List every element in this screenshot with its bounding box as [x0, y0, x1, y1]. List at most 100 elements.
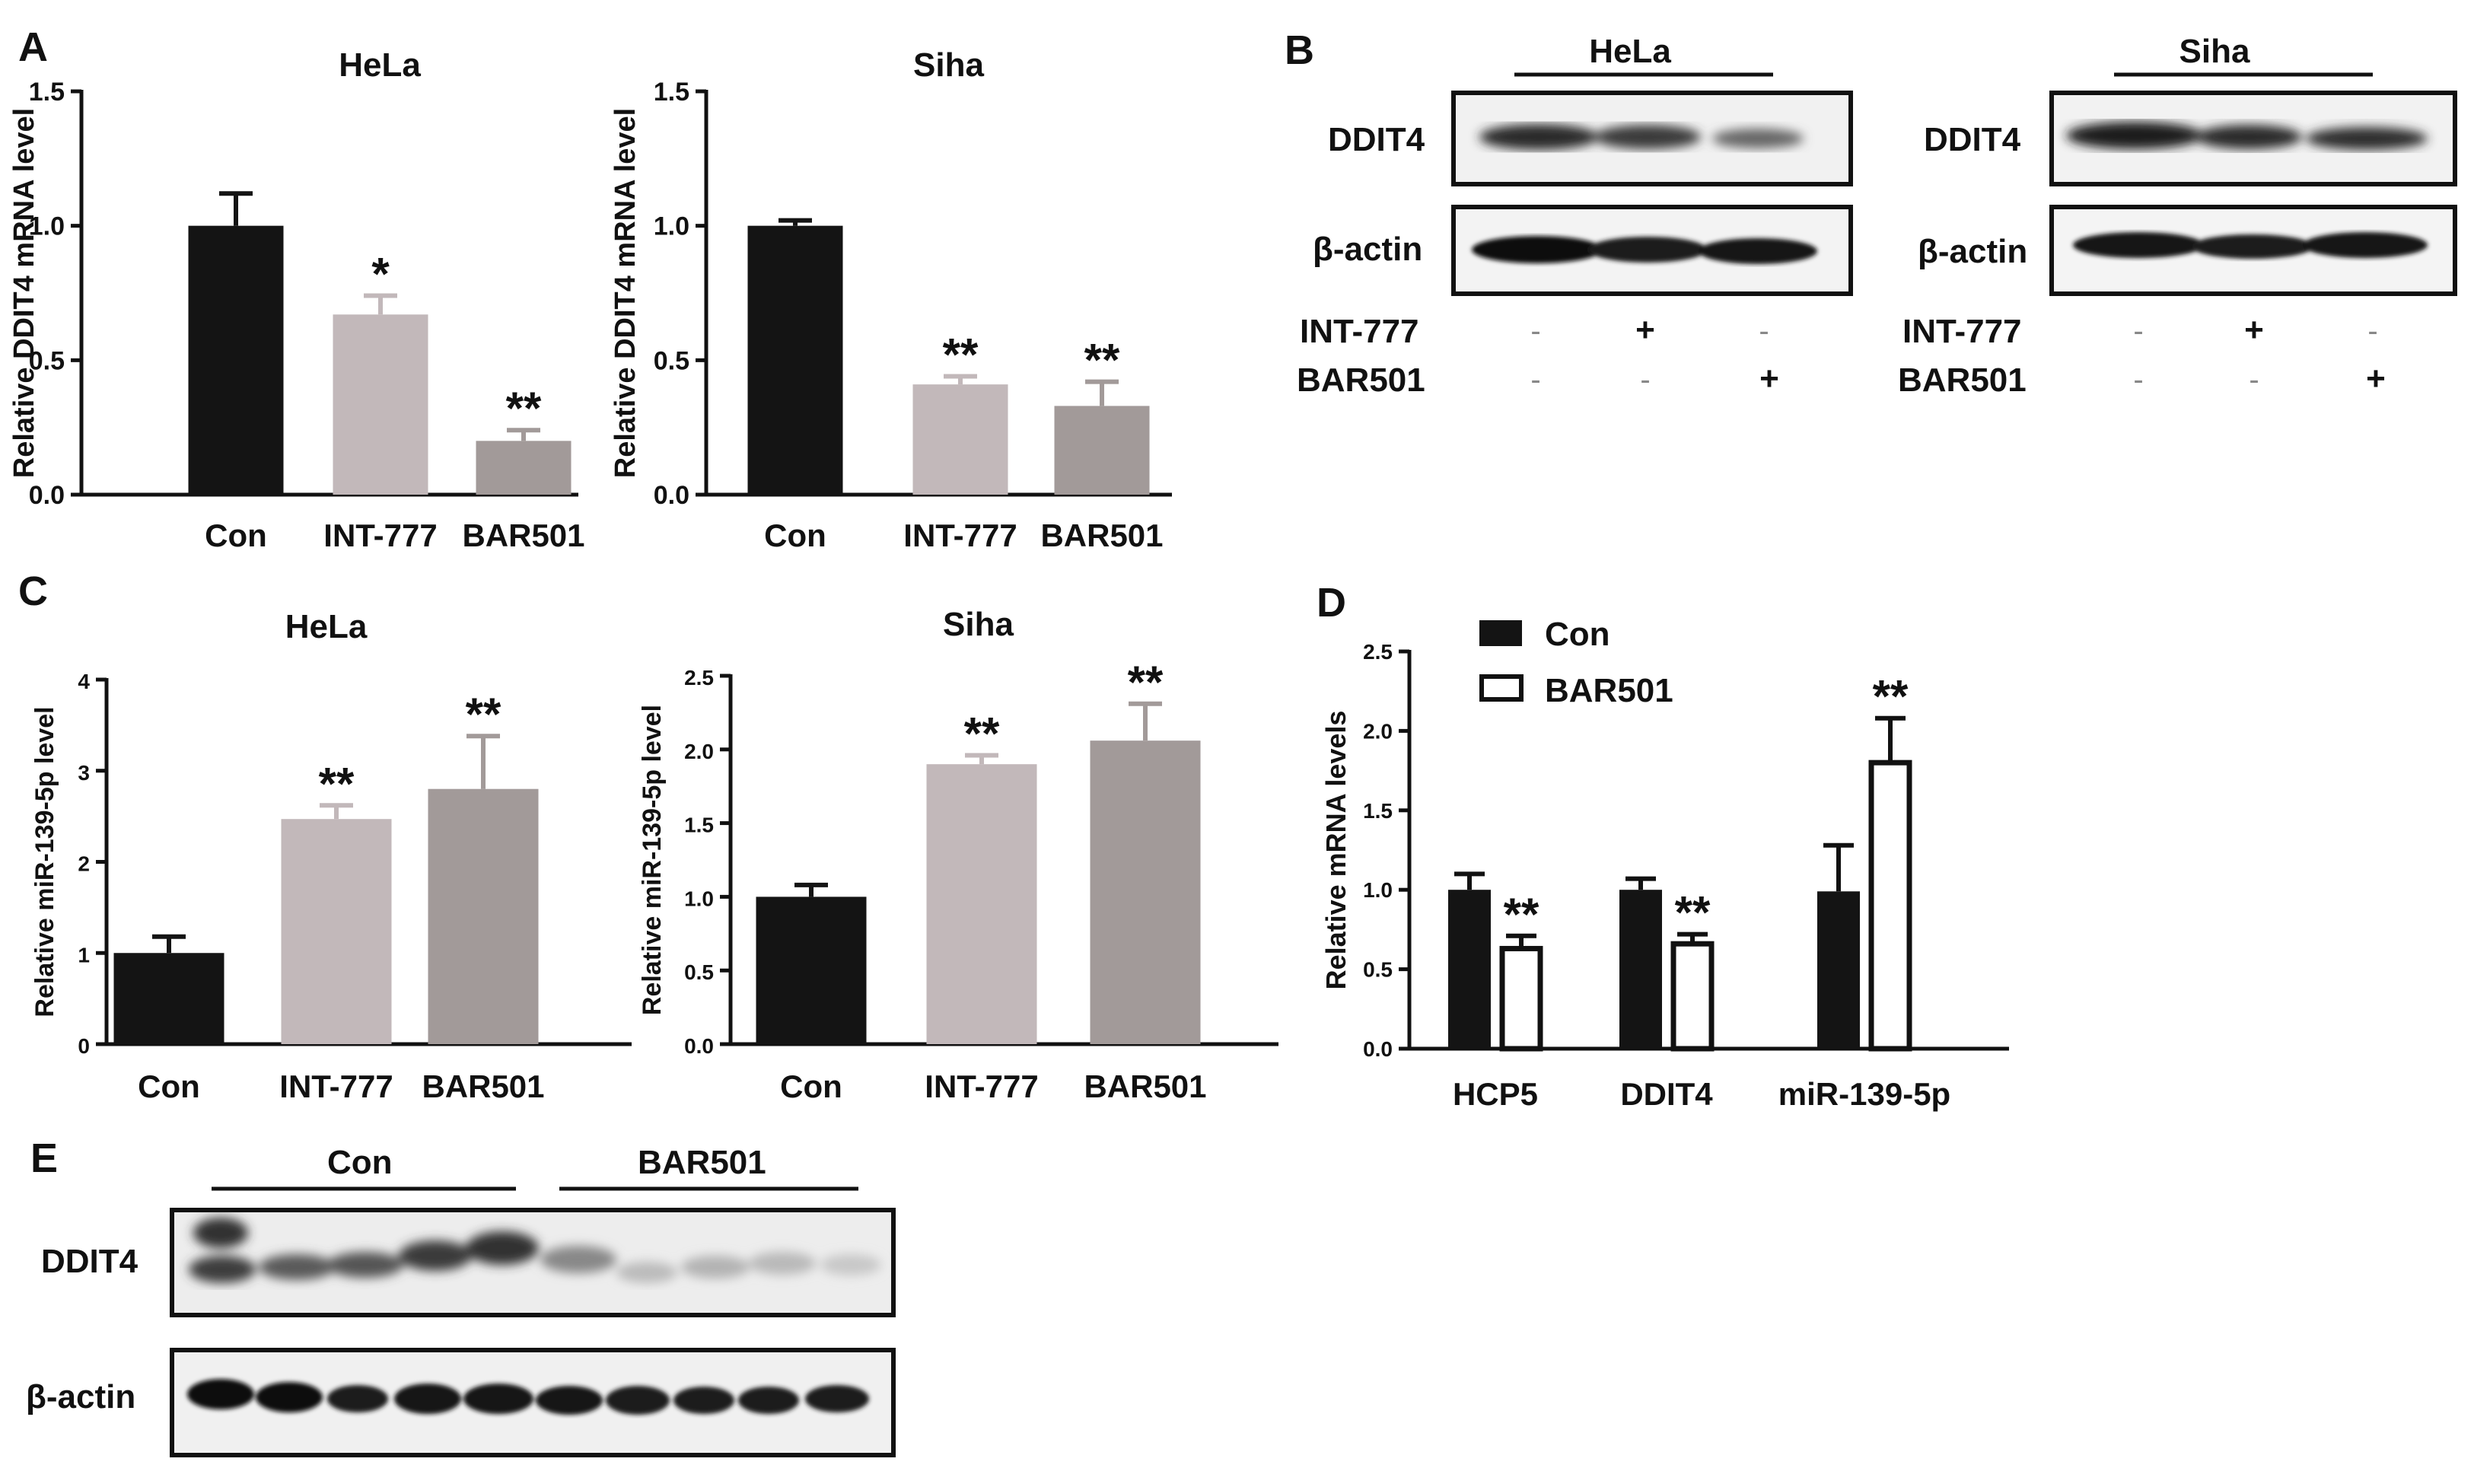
blot-b-hela-actin-label: β-actin [1313, 231, 1422, 268]
x-tick-label: miR-139-5p [1778, 1076, 1950, 1112]
blot-b-siha: Siha DDIT4 β-actin INT-777 BAR501 - + - … [1898, 33, 2457, 399]
x-tick-label: Con [780, 1068, 842, 1104]
blot-b-hela-ddit4-bands [1479, 124, 1804, 150]
blot-b-hela-ddit4-label: DDIT4 [1328, 121, 1425, 158]
panel-label-d: D [1317, 580, 1346, 626]
x-tick-label: BAR501 [462, 517, 584, 553]
sign: + [2244, 311, 2264, 349]
blot-b-siha-row2-label: BAR501 [1898, 361, 2027, 399]
x-tick-label: INT-777 [925, 1068, 1038, 1104]
y-tick-label: 2.5 [684, 666, 714, 689]
significance-mark: ** [1128, 657, 1164, 708]
blot-e-group-bar501: BAR501 [638, 1144, 766, 1181]
sign: - [2133, 314, 2143, 348]
x-tick-label: INT-777 [903, 517, 1017, 553]
x-tick-label: Con [205, 517, 267, 553]
y-tick-label: 0.5 [29, 346, 65, 375]
y-tick-label: 2.5 [1363, 640, 1393, 664]
blot-b-hela-actin-bands [1472, 236, 1817, 264]
blot-b-siha-cell-label: Siha [2179, 33, 2250, 70]
y-axis-label: Relative mRNA levels [1320, 711, 1352, 990]
y-tick-label: 2.0 [684, 740, 714, 763]
blot-b-hela-row2-label: BAR501 [1297, 361, 1425, 399]
blot-e-ddit4-label: DDIT4 [41, 1243, 139, 1280]
y-tick-label: 0.0 [29, 481, 65, 510]
blot-b-siha-ddit4-label: DDIT4 [1924, 121, 2021, 158]
y-tick-label: 1 [78, 943, 90, 967]
y-tick-label: 0.0 [1363, 1037, 1393, 1061]
y-tick-label: 1.5 [29, 78, 65, 107]
bar [113, 953, 224, 1044]
y-tick-label: 4 [78, 670, 90, 693]
bar [926, 764, 1037, 1044]
bar [1054, 406, 1150, 495]
blot-b-hela: HeLa DDIT4 β-actin INT-777 BAR501 - + - … [1297, 33, 1853, 399]
sign: - [1640, 363, 1650, 396]
chart-title: Siha [913, 46, 984, 84]
blot-e-group-con: Con [327, 1144, 393, 1181]
x-tick-label: INT-777 [279, 1068, 393, 1104]
y-tick-label: 3 [78, 761, 90, 785]
bar [188, 225, 284, 495]
significance-mark: * [371, 249, 390, 300]
x-tick-label: BAR501 [422, 1068, 544, 1104]
x-tick-label: Con [764, 517, 826, 553]
blot-b-siha-actin-label: β-actin [1918, 233, 2027, 270]
bar [756, 896, 867, 1044]
y-tick-label: 0.5 [654, 346, 689, 375]
panel-label-b: B [1285, 27, 1314, 73]
x-tick-label: Con [138, 1068, 200, 1104]
y-tick-label: 2 [78, 852, 90, 876]
significance-mark: ** [319, 758, 355, 809]
y-tick-label: 0.0 [684, 1034, 714, 1058]
chart-title: HeLa [339, 46, 421, 84]
sign: - [1530, 363, 1540, 396]
significance-mark: ** [1873, 671, 1909, 722]
bar-bar501 [1499, 945, 1543, 1052]
blot-e-actin-label: β-actin [26, 1378, 135, 1416]
bar-con [1817, 891, 1860, 1049]
y-tick-label: 2.0 [1363, 719, 1393, 743]
bar-bar501 [1670, 941, 1715, 1052]
legend-label-bar501: BAR501 [1545, 672, 1673, 709]
x-tick-label: BAR501 [1040, 517, 1163, 553]
y-tick-label: 1.0 [29, 212, 65, 241]
chart-title: HeLa [285, 608, 368, 645]
chart-c-hela: HeLa Relative miR-139-5p level 0 1 2 3 4 Con ** I… [30, 608, 632, 1104]
significance-mark: ** [943, 330, 979, 381]
bar [281, 819, 392, 1044]
blot-e-ddit4-bands [189, 1218, 881, 1283]
sign: + [1759, 360, 1779, 397]
blot-b-siha-actin-bands [2073, 232, 2428, 259]
y-tick-label: 0.5 [684, 960, 714, 984]
legend-label-con: Con [1545, 616, 1610, 653]
y-tick-label: 1.5 [1363, 799, 1393, 823]
sign: + [2366, 360, 2386, 397]
x-tick-label: HCP5 [1453, 1076, 1538, 1112]
sign: - [1530, 314, 1540, 348]
legend-swatch-bar501 [1479, 674, 1524, 702]
bar [333, 314, 428, 495]
sign: - [2133, 363, 2143, 396]
bar [428, 788, 539, 1044]
significance-mark: ** [506, 383, 542, 434]
bar [476, 441, 572, 495]
blot-b-hela-cell-label: HeLa [1589, 33, 1671, 70]
sign: - [1759, 314, 1769, 348]
sign: + [1635, 311, 1655, 349]
chart-c-siha: Siha Relative miR-139-5p level 0.0 0.5 1.0 1.… [638, 606, 1278, 1104]
y-tick-label: 0.0 [654, 481, 689, 510]
chart-d-grouped: Relative mRNA levels 0.0 0.5 1.0 1.5 2.0 2.5 **… [1320, 616, 2009, 1112]
y-tick-label: 1.0 [1363, 878, 1393, 902]
blot-b-hela-row1-label: INT-777 [1300, 313, 1419, 350]
significance-mark: ** [1504, 889, 1539, 940]
y-tick-label: 1.0 [654, 212, 689, 241]
blot-e-actin-bands [187, 1379, 869, 1415]
significance-mark: ** [466, 689, 501, 740]
bar [1090, 740, 1201, 1044]
panel-label-a: A [18, 24, 48, 70]
y-axis-label: Relative DDIT4 mRNA level [610, 108, 642, 478]
y-tick-label: 1.5 [684, 814, 714, 837]
bar [912, 384, 1008, 495]
